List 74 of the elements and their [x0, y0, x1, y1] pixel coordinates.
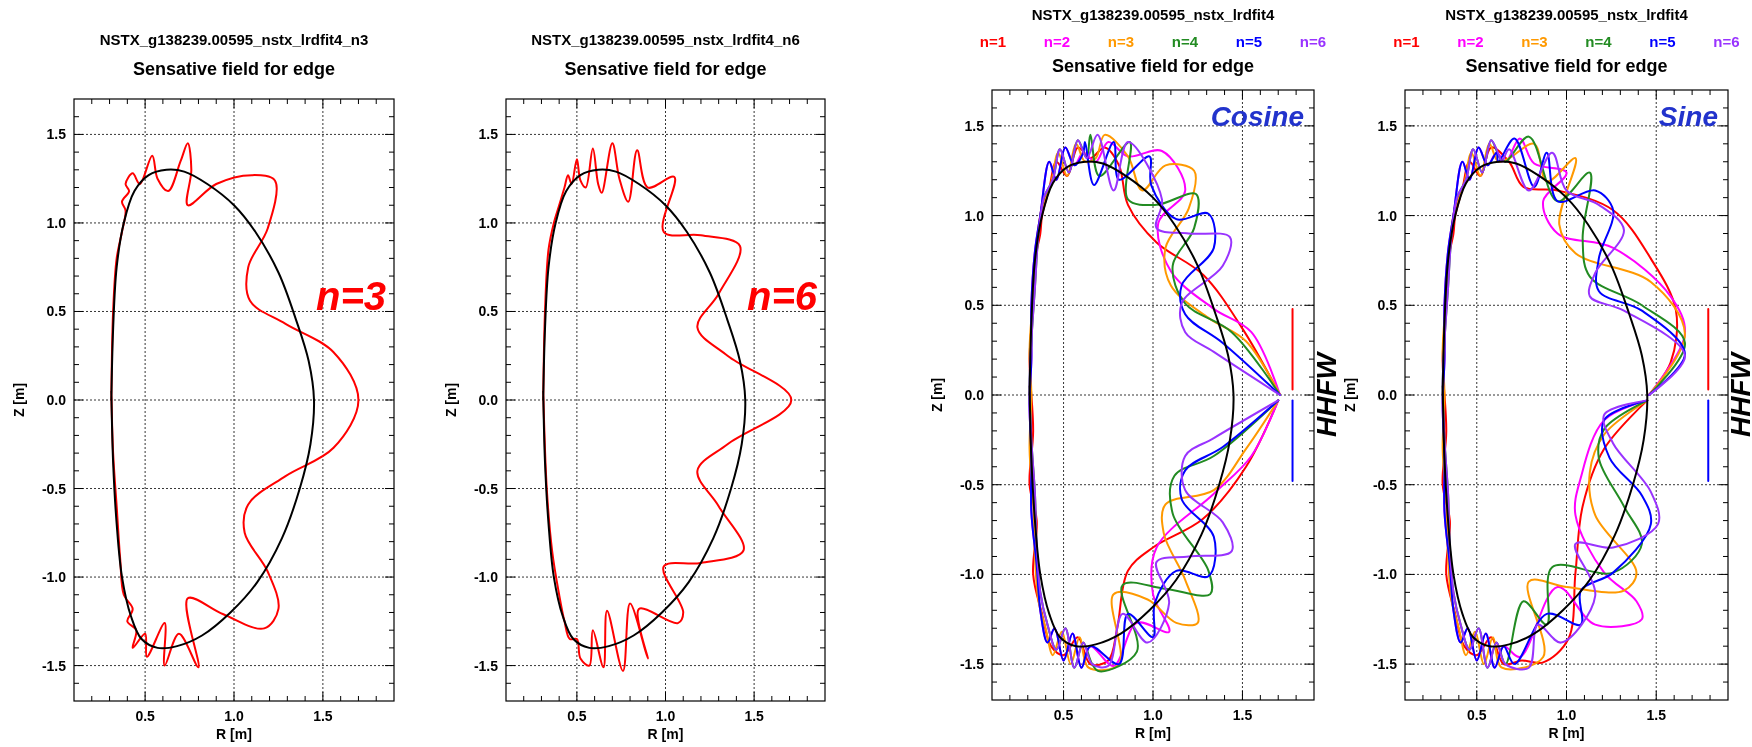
x-tick-label: 1.5 [1646, 707, 1667, 723]
x-tick-label: 1.0 [1556, 707, 1577, 723]
x-axis-title: R [m] [1548, 725, 1585, 741]
y-tick-label: 1.5 [46, 126, 67, 143]
chart-subtitle: Sensative field for edge [1465, 56, 1668, 76]
text: n=5 [1649, 33, 1676, 50]
series-label: n=3 [315, 273, 386, 318]
y-tick-label: 0.0 [46, 392, 67, 408]
y-tick-label: 1.5 [964, 117, 985, 134]
text: n=2 [1457, 33, 1484, 50]
y-tick-label: 0.0 [1377, 387, 1398, 403]
annotation: HHFW [1311, 350, 1342, 437]
x-tick-label: 1.5 [744, 708, 765, 724]
y-tick-label: 1.0 [46, 214, 67, 231]
chart-subtitle: Sensative field for edge [1051, 56, 1255, 76]
y-tick-label: -1.5 [473, 657, 499, 674]
y-tick-label: 0.0 [478, 392, 499, 408]
chart-title: NSTX_g138239.00595_nstx_lrdfit4 [1031, 6, 1275, 23]
y-axis-title: Z [m] [443, 382, 459, 418]
series-label: n=6 [746, 273, 818, 318]
y-tick-label: -0.5 [41, 480, 67, 497]
text: n=5 [1235, 33, 1263, 50]
chart-title: NSTX_g138239.00595_nstx_lrdfit4_n6 [531, 31, 800, 48]
y-tick-label: -1.5 [1372, 656, 1398, 673]
text: n=3 [1521, 33, 1548, 50]
chart-subtitle: Sensative field for edge [564, 59, 767, 79]
y-tick-label: 0.5 [478, 303, 499, 320]
y-axis-title: Z [m] [929, 377, 945, 413]
annotation: Sine [1658, 101, 1718, 132]
y-tick-label: -0.5 [473, 480, 499, 497]
y-tick-label: -1.0 [959, 566, 985, 583]
text: n=6 [1713, 33, 1740, 50]
annotation: HHFW [1725, 350, 1752, 437]
x-tick-label: 0.5 [135, 708, 156, 724]
y-tick-label: 0.5 [46, 303, 67, 320]
x-tick-label: 1.5 [313, 708, 333, 724]
x-tick-label: 0.5 [1053, 707, 1074, 723]
y-tick-label: 1.0 [964, 207, 985, 224]
y-axis-title: Z [m] [1342, 377, 1358, 413]
text: n=4 [1585, 33, 1613, 50]
x-axis-title: R [m] [216, 726, 252, 742]
text: n=2 [1043, 33, 1071, 50]
y-tick-label: 1.5 [1377, 117, 1398, 134]
text: n=6 [1299, 33, 1327, 50]
text: n=1 [1393, 33, 1420, 50]
x-axis-title: R [m] [1135, 725, 1171, 741]
y-tick-label: 1.0 [478, 214, 499, 231]
y-axis-title: Z [m] [11, 382, 27, 418]
text: n=4 [1171, 33, 1199, 50]
y-tick-label: -1.5 [959, 656, 985, 673]
y-tick-label: -0.5 [1372, 476, 1398, 493]
y-tick-label: -1.0 [473, 569, 499, 586]
text: n=3 [1107, 33, 1135, 50]
x-tick-label: 1.5 [1232, 707, 1253, 723]
y-tick-label: 1.0 [1377, 207, 1398, 224]
y-tick-label: 0.0 [964, 387, 985, 403]
x-tick-label: 1.0 [224, 708, 244, 724]
x-tick-label: 0.5 [1467, 707, 1487, 723]
x-tick-label: 1.0 [1143, 707, 1163, 723]
y-tick-label: -1.0 [41, 569, 67, 586]
y-tick-label: -1.5 [41, 657, 67, 674]
y-tick-label: -0.5 [959, 476, 985, 493]
x-tick-label: 0.5 [567, 708, 587, 724]
chart-title: NSTX_g138239.00595_nstx_lrdfit4_n3 [99, 31, 369, 48]
y-tick-label: -1.0 [1372, 566, 1398, 583]
y-tick-label: 0.5 [964, 297, 985, 314]
y-tick-label: 1.5 [478, 126, 499, 143]
x-axis-title: R [m] [647, 726, 684, 742]
chart-subtitle: Sensative field for edge [132, 59, 336, 79]
annotation: Cosine [1210, 101, 1304, 132]
x-tick-label: 1.0 [655, 708, 676, 724]
y-tick-label: 0.5 [1377, 297, 1398, 314]
chart-title: NSTX_g138239.00595_nstx_lrdfit4 [1445, 6, 1689, 23]
text: n=1 [979, 33, 1007, 50]
